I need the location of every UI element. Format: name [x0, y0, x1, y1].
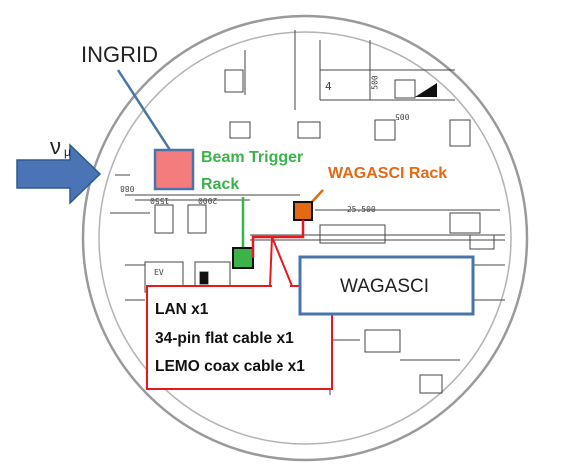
- cable-item-lan: LAN x1: [155, 301, 209, 318]
- beam-trigger-label: Beam Trigger: [201, 149, 304, 166]
- ingrid-label: INGRID: [81, 42, 158, 67]
- wagasci-rack-box: [293, 201, 313, 221]
- wagasci-label: WAGASCI: [340, 276, 430, 297]
- pit-inner-wall: [98, 31, 512, 445]
- dim-label-f: 005: [395, 112, 410, 121]
- dim-label-b: 2000: [198, 196, 218, 205]
- beam-trigger-label-line2: Rack: [201, 176, 240, 193]
- neutrino-subscript: μ: [64, 145, 71, 159]
- dim-label-a: 1550: [150, 196, 170, 205]
- cable-item-lemo: LEMO coax cable x1: [155, 358, 305, 375]
- depth-label: -25.500: [342, 205, 376, 214]
- beam-trigger-rack-box: [232, 247, 254, 269]
- beam-arrow: [16, 143, 102, 205]
- cable-route: [251, 220, 305, 258]
- floorplan-fills: [200, 83, 437, 284]
- dim-label-c: 088: [120, 184, 135, 193]
- pit-outer-wall: [81, 14, 529, 462]
- ingrid-leader-line: [116, 69, 172, 151]
- wagasci-rack-label: WAGASCI Rack: [328, 165, 448, 182]
- cable-item-flat-cable: 34-pin flat cable x1: [155, 330, 294, 347]
- wagasci-detector-box: [298, 255, 475, 316]
- neutrino-symbol: ν: [50, 134, 61, 159]
- ev-label: EV: [154, 268, 164, 277]
- callout-pointer: [268, 236, 294, 287]
- dim-label-e: 500: [370, 75, 380, 90]
- ingrid-box: [153, 148, 195, 191]
- dim-label-d: 4: [325, 80, 332, 93]
